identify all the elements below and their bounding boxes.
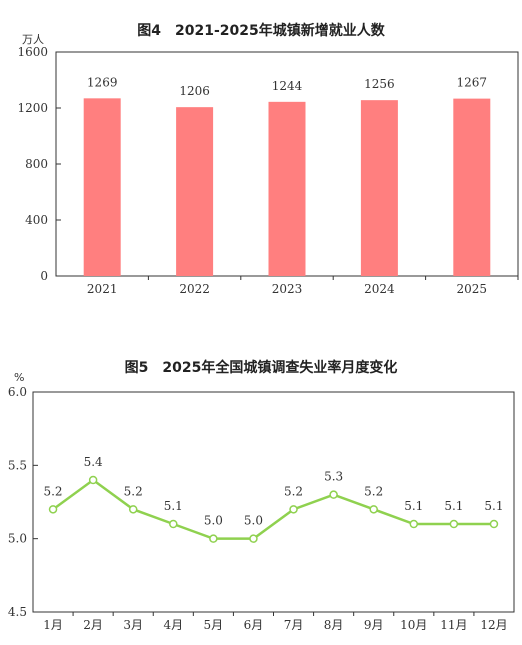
x-tick-label: 9月 xyxy=(364,618,384,632)
bar xyxy=(83,98,121,276)
data-label: 5.2 xyxy=(124,484,143,498)
x-tick-label: 2024 xyxy=(364,282,395,296)
data-point xyxy=(329,490,338,499)
data-point xyxy=(409,519,419,529)
data-label: 5.0 xyxy=(244,514,263,528)
data-label: 5.2 xyxy=(43,484,62,498)
data-point xyxy=(289,505,298,514)
chart1-title: 图4 2021-2025年城镇新增就业人数 xyxy=(137,23,385,39)
bar-chart: 万人 0 400 800 1200 1600 1269 2021 1206 2022 1244 202… xyxy=(17,33,519,296)
data-label: 1269 xyxy=(87,75,118,89)
data-label: 1206 xyxy=(179,84,210,98)
series-line xyxy=(52,478,494,540)
x-tick-label: 8月 xyxy=(324,618,344,632)
data-label: 5.1 xyxy=(164,499,183,513)
y-tick-label: 800 xyxy=(25,157,48,171)
y-tick-label: 1600 xyxy=(17,45,48,59)
x-tick-label: 10月 xyxy=(400,618,427,632)
data-label: 5.2 xyxy=(364,484,383,498)
data-point xyxy=(209,534,218,543)
data-label: 5.4 xyxy=(84,455,103,469)
y-unit-label: 万人 xyxy=(22,33,44,46)
plot-frame xyxy=(32,391,515,613)
y-tick-label: 5.5 xyxy=(8,458,27,472)
x-tick-label: 7月 xyxy=(284,618,304,632)
bar xyxy=(360,100,398,276)
chart2-title: 图5 2025年全国城镇调查失业率月度变化 xyxy=(124,360,398,376)
y-tick-label: 1200 xyxy=(17,101,48,115)
data-label: 5.1 xyxy=(484,499,503,513)
data-point xyxy=(489,519,499,529)
x-tick-label: 5月 xyxy=(204,618,224,632)
x-tick-label: 2021 xyxy=(87,282,118,296)
data-point xyxy=(449,519,459,529)
data-label: 5.3 xyxy=(324,470,343,484)
x-tick-label: 4月 xyxy=(163,618,183,632)
y-unit-label: % xyxy=(14,371,24,384)
data-label: 5.2 xyxy=(284,484,303,498)
data-point xyxy=(128,505,138,514)
y-tick-label: 400 xyxy=(25,213,48,227)
x-tick-label: 3月 xyxy=(123,618,143,632)
data-point xyxy=(249,534,258,543)
x-tick-label: 11月 xyxy=(440,618,467,632)
data-point xyxy=(48,505,58,514)
data-point xyxy=(369,505,378,514)
data-point xyxy=(169,519,178,529)
y-tick-label: 5.0 xyxy=(8,532,27,546)
y-tick-label: 4.5 xyxy=(8,605,27,619)
x-tick-label: 2023 xyxy=(272,282,303,296)
data-point xyxy=(88,475,98,485)
data-label: 5.1 xyxy=(444,499,463,513)
x-tick-label: 2022 xyxy=(179,282,210,296)
data-label: 1244 xyxy=(272,79,303,93)
x-tick-label: 2025 xyxy=(457,282,488,296)
y-tick-label: 0 xyxy=(40,269,48,283)
bar xyxy=(453,98,491,277)
y-tick-label: 6.0 xyxy=(8,385,27,399)
data-label: 1267 xyxy=(457,76,488,90)
data-label: 1256 xyxy=(364,77,395,91)
bar xyxy=(268,101,306,276)
x-tick-label: 1月 xyxy=(43,618,63,632)
bar xyxy=(176,107,214,276)
data-label: 5.0 xyxy=(204,514,223,528)
x-tick-label: 6月 xyxy=(244,618,264,632)
x-tick-label: 2月 xyxy=(83,618,103,632)
data-label: 5.1 xyxy=(404,499,423,513)
x-tick-label: 12月 xyxy=(480,618,507,632)
